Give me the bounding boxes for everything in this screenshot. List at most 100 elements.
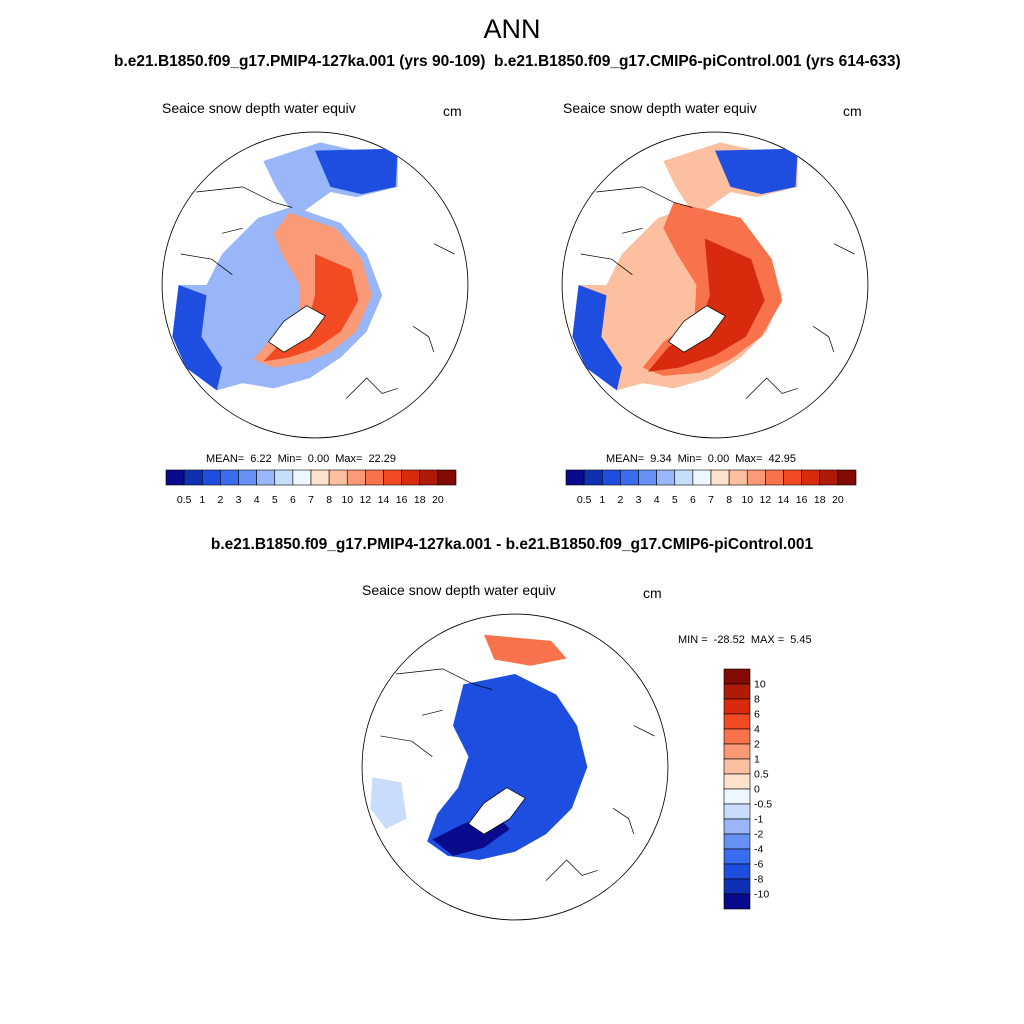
panel-2-kara-sea [715,148,798,195]
panel-1-colorbar-label: 6 [290,494,296,506]
panel-3-eurasian-coast [380,668,655,881]
panel-1-eurasian-coast [180,186,455,399]
panel-3-colorbar-label: -0.5 [754,799,772,811]
panel-2-colorbar-box-0 [565,469,585,486]
panel-3-colorbar-box-7 [723,773,751,790]
panel-2-colorbar-box-7 [692,469,712,486]
panel-1-barents-sea [172,285,222,391]
panel-2-colorbar-label: 14 [778,494,790,506]
panel-2-colorbar-label: 10 [741,494,753,506]
panel-1-stats: MEAN= 6.22 Min= 0.00 Max= 22.29 [206,453,402,465]
panel-3-colorbar-label: 4 [754,724,760,736]
panel-2-colorbar-box-1 [583,469,603,486]
panel-3-difference-field [427,674,588,860]
panel-1-colorbar-label: 5 [272,494,278,506]
panel-1-colorbar-label: 0.5 [177,494,192,506]
panel-2-max-value: 42.95 [768,453,796,465]
panel-2-colorbar-label: 5 [672,494,678,506]
panel-1-colorbar-label: 4 [254,494,260,506]
panel-3-colorbar: 10 8 6 4 2 1 0.5 0 -0.5 -1 -2 -4 -6 -8 -10 [723,668,772,910]
panel-1-kara-sea [315,148,398,195]
panel-3-colorbar-labels: 10 8 6 4 2 1 0.5 0 -0.5 -1 -2 -4 -6 -8 -10 [754,679,772,901]
panel-1-colorbar-box-3 [220,469,239,486]
panel-3-colorbar-box-15 [723,893,751,910]
panel-2-max-label: Max= [735,453,763,465]
panel-2-colorbar-label: 18 [814,494,826,506]
panel-1-colorbar-box-0 [165,469,185,486]
panel-2-colorbar-box-5 [656,469,676,486]
panel-3-title: b.e21.B1850.f09_g17.PMIP4-127ka.001 - b.… [210,536,814,553]
panel-3-max-label: MAX = [750,634,785,646]
panel-3-colorbar-box-2 [723,698,751,715]
panel-1-colorbar-label: 16 [396,494,408,506]
panel-1-min-value: 0.00 [307,453,330,465]
panel-2-barents-sea [572,285,622,391]
panel-2-variable-label: Seaice snow depth water equiv [563,100,757,116]
panel-3-colorbar-box-10 [723,818,751,835]
panel-1-greenland-coast [267,305,326,353]
panel-1-colorbar-label: 20 [432,494,444,506]
panel-1-colorbar-box-10 [346,469,366,486]
panel-3-colorbar-box-14 [723,878,751,895]
panel-3-colorbar-label: -2 [754,829,763,841]
panel-1-colorbar-label: 12 [360,494,372,506]
panel-1-colorbar-box-5 [256,469,276,486]
panel-1-mean-label: MEAN= [206,453,245,465]
panel-1-colorbar-box-8 [310,469,330,486]
panel-2-colorbar-box-15 [837,469,857,486]
panel-1-colorbar-box-1 [183,469,203,486]
panel-3-variable-label: Seaice snow depth water equiv [362,582,556,598]
panel-3-map [361,613,669,921]
panel-2-colorbar-label: 8 [726,494,732,506]
panel-3-max-value: 5.45 [790,634,812,646]
panel-3-colorbar-label: 6 [754,709,760,721]
panel-3-colorbar-box-5 [723,743,751,760]
panel-2-colorbar-label: 2 [617,494,623,506]
panel-3-colorbar-label: 0.5 [754,769,769,781]
panel-2-colorbar-label: 1 [599,494,605,506]
panel-3-colorbar-box-6 [723,758,751,775]
panel-1-thick-snow [263,254,359,362]
panel-1-colorbar-label: 10 [341,494,353,506]
panel-1-colorbar-box-2 [201,469,221,486]
panel-3-colorbar-label: -8 [754,874,763,886]
panel-3-colorbar-box-1 [723,683,751,700]
panel-2-colorbar-box-3 [620,469,639,486]
panel-1-colorbar-label: 18 [414,494,426,506]
panel-1-colorbar-box-4 [238,469,257,486]
panel-1-mean-value: 6.22 [250,453,272,465]
panel-2-colorbar-box-9 [728,469,748,486]
panel-2-units-label: cm [843,103,862,119]
panel-2-eurasian-coast [580,186,855,399]
panel-2-colorbar-box-10 [746,469,766,486]
panel-3-colorbar-label: -1 [754,814,763,826]
panel-2-colorbar-box-4 [638,469,657,486]
panel-3-colorbar-label: -4 [754,844,763,856]
panel-2-colorbar-labels: 0.5 1 2 3 4 5 6 7 8 10 12 14 16 18 20 [577,494,844,506]
panel-3-colorbar-label: -6 [754,859,763,871]
panel-2-mean-label: MEAN= [606,453,645,465]
panel-2-colorbar-box-6 [674,469,694,486]
panel-2-colorbar-boxes [565,469,857,486]
panel-3-colorbar-box-13 [723,863,751,880]
panel-2-greenland-coast [667,305,726,353]
panel-1-colorbar-box-6 [274,469,294,486]
panel-3-greenland-coast [467,787,526,835]
panel-2-min-value: 0.00 [707,453,730,465]
panel-2-mean-value: 9.34 [650,453,672,465]
panel-1-map [161,131,469,439]
panel-3-colorbar-box-9 [723,803,751,820]
panel-2-colorbar-label: 3 [636,494,642,506]
panel-1-colorbar-box-13 [401,469,421,486]
panel-1-max-label: Max= [335,453,363,465]
panel-1-colorbar-label: 7 [308,494,314,506]
panel-2-colorbar-label: 16 [796,494,808,506]
panel-1-colorbar-label: 1 [199,494,205,506]
panel-3-colorbar-box-12 [723,848,751,865]
panel-3-colorbar-box-8 [723,788,751,805]
panel-1-colorbar-box-12 [383,469,402,486]
panel-3-colorbar-label: 0 [754,784,760,796]
panel-3-colorbar-label: 2 [754,739,760,751]
panel-1-colorbar-label: 3 [236,494,242,506]
panel-2-colorbar-label: 0.5 [577,494,592,506]
